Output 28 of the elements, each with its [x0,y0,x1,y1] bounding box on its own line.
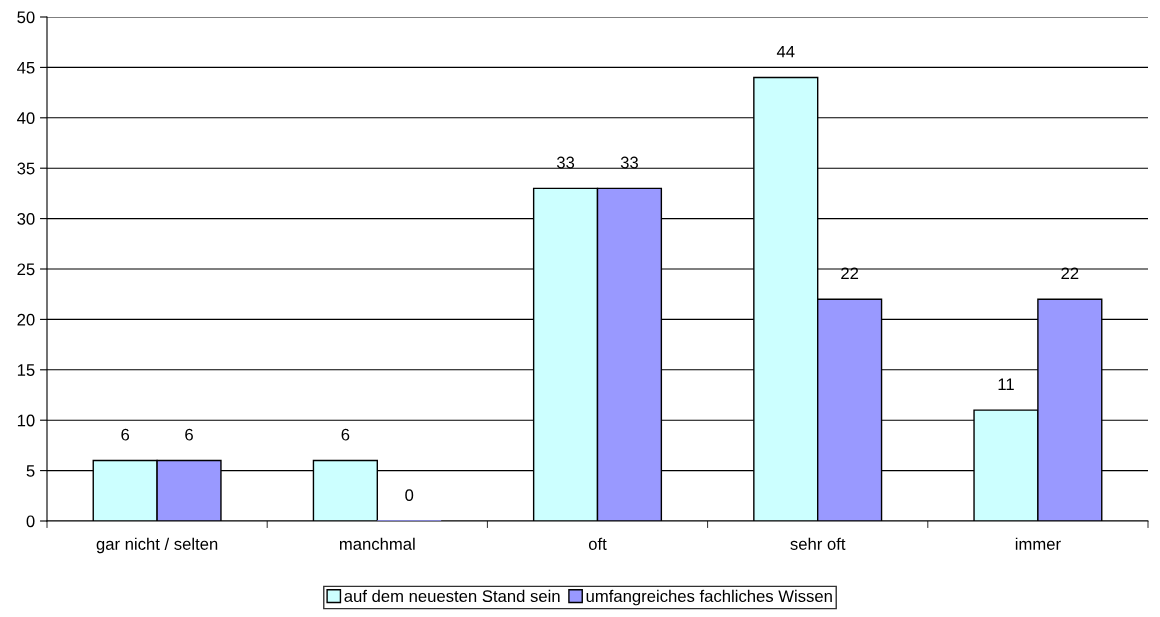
x-tick-label: immer [1015,537,1061,550]
y-tick-label: 40 [17,112,35,124]
legend-label: umfangreiches fachliches Wissen [586,589,832,606]
y-tick-label: 45 [17,61,35,74]
data-label: 11 [998,378,1014,390]
y-tick-label: 50 [17,11,35,24]
data-label: 44 [776,45,795,58]
legend-label: auf dem neuesten Stand sein [344,589,560,603]
data-label: 0 [405,489,414,502]
x-tick-label: sehr oft [790,537,846,550]
y-tick-label: 5 [26,465,35,477]
data-label: 33 [556,156,575,169]
x-tick-label: gar nicht / selten [96,537,218,554]
y-tick-label: 25 [17,263,35,276]
data-label: 33 [620,156,638,169]
data-label: 6 [121,428,130,441]
data-label: 6 [185,428,193,441]
x-tick-label: oft [588,537,607,550]
data-label: 22 [841,267,859,280]
y-tick-label: 10 [17,414,35,427]
y-tick-label: 0 [26,515,35,528]
x-tick-label: manchmal [339,537,415,550]
y-tick-label: 30 [17,213,35,225]
y-tick-label: 15 [17,364,35,376]
y-tick-label: 35 [17,162,35,175]
data-label: 22 [1061,267,1079,280]
data-label: 6 [341,428,350,441]
y-tick-label: 20 [17,313,35,326]
